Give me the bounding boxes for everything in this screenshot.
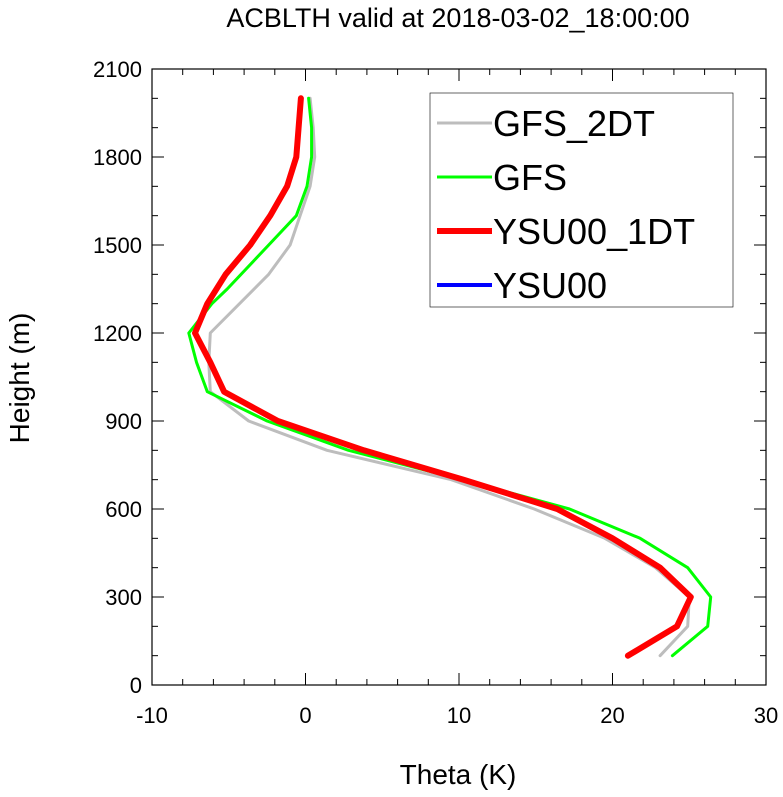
y-tick-label: 900 [105,409,142,434]
x-axis-label: Theta (K) [400,759,517,790]
x-tick-label: -10 [136,703,168,728]
series-group [187,95,713,659]
legend-box [429,92,734,308]
y-tick-label: 600 [105,497,142,522]
y-tick-label: 0 [130,673,142,698]
y-tick-label: 1800 [93,145,142,170]
x-tick-label: 30 [754,703,778,728]
y-tick-label: 2100 [93,57,142,82]
series-line-ysu00-1dt [192,95,694,659]
y-tick-label: 1500 [93,233,142,258]
legend-label: GFS [493,157,567,198]
x-tick-label: 0 [299,703,311,728]
y-tick-label: 1200 [93,321,142,346]
y-tick-label: 300 [105,585,142,610]
series-line-gfs [187,96,713,658]
x-tick-label: 10 [447,703,471,728]
chart-title: ACBLTH valid at 2018-03-02_18:00:00 [226,3,689,33]
y-axis-label: Height (m) [4,313,35,444]
legend-label: YSU00_1DT [493,211,695,252]
legend: GFS_2DT GFS YSU00_1DT YSU00 [429,92,734,308]
legend-label: YSU00 [493,265,607,306]
x-tick-label: 20 [600,703,624,728]
legend-label: GFS_2DT [493,103,655,144]
